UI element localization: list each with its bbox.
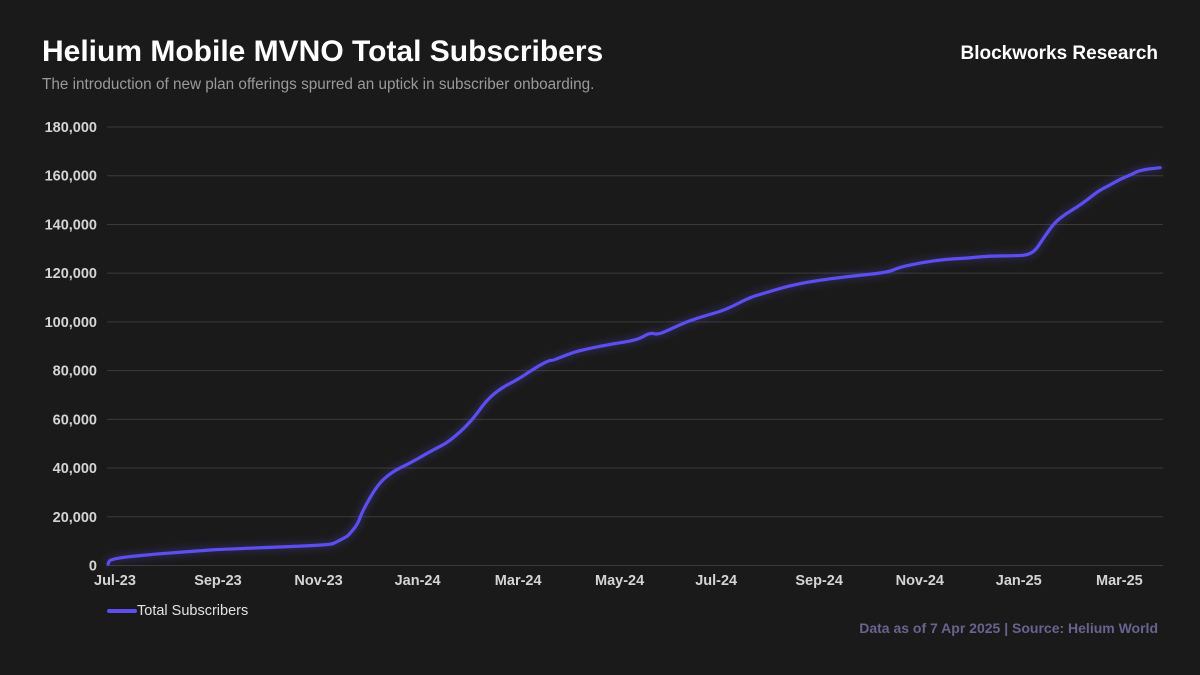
- svg-text:Jul-24: Jul-24: [695, 573, 737, 589]
- svg-text:Jan-25: Jan-25: [996, 573, 1042, 589]
- svg-text:Nov-24: Nov-24: [896, 573, 944, 589]
- svg-text:180,000: 180,000: [45, 120, 97, 136]
- svg-text:Mar-25: Mar-25: [1096, 573, 1143, 589]
- svg-text:140,000: 140,000: [45, 217, 97, 233]
- svg-text:Sep-24: Sep-24: [795, 573, 843, 589]
- svg-text:Mar-24: Mar-24: [495, 573, 542, 589]
- svg-text:160,000: 160,000: [45, 169, 97, 185]
- svg-text:120,000: 120,000: [45, 266, 97, 282]
- svg-text:Jan-24: Jan-24: [395, 573, 441, 589]
- svg-text:20,000: 20,000: [53, 510, 97, 526]
- svg-text:100,000: 100,000: [45, 315, 97, 331]
- svg-text:80,000: 80,000: [53, 364, 97, 380]
- svg-text:May-24: May-24: [595, 573, 644, 589]
- svg-text:60,000: 60,000: [53, 412, 97, 428]
- svg-text:40,000: 40,000: [53, 461, 97, 477]
- svg-text:Nov-23: Nov-23: [294, 573, 342, 589]
- svg-text:Sep-23: Sep-23: [194, 573, 242, 589]
- svg-text:Jul-23: Jul-23: [94, 573, 136, 589]
